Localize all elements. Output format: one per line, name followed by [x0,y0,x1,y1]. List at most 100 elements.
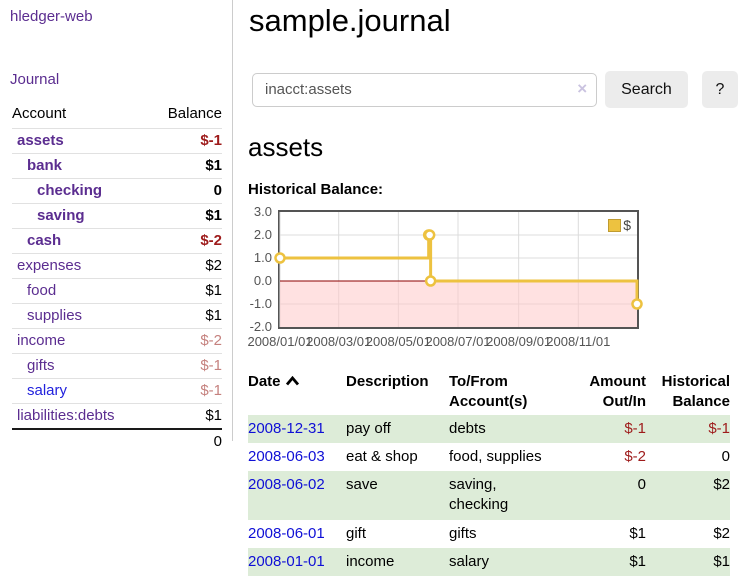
chart-x-axis: 2008/01/01 2008/03/01 2008/05/01 2008/07/01… [247,334,637,350]
account-row: bank $1 [12,153,222,179]
transaction-row: 2008-12-31 pay off debts $-1 $-1 [248,414,730,443]
chart-y-axis-label: 0.0 [253,273,272,288]
accounts-header-row: Account Balance [12,101,222,129]
sidebar-account-link[interactable]: bank [27,157,63,174]
search-button[interactable]: Search [605,71,688,108]
accounts-column-header: To/From Account(s) [449,373,528,411]
search-bar: × Search ? [248,71,738,108]
sidebar-account-link[interactable]: supplies [27,307,83,324]
transaction-accounts: debts [449,419,486,437]
transaction-description: eat & shop [346,447,418,465]
date-header-label: Date [248,373,281,390]
transaction-amount: 0 [637,476,646,493]
account-row: gifts $-1 [12,353,222,379]
sidebar-account-link[interactable]: income [17,332,66,349]
account-row: expenses $2 [12,253,222,279]
account-row: cash $-2 [12,228,222,254]
legend-label: $ [623,217,631,233]
search-input[interactable] [252,72,598,107]
transaction-amount: $1 [629,524,646,542]
sidebar: hledger-web Journal Account Balance asse… [0,0,233,454]
account-row: assets $-1 [12,128,222,154]
sort-ascending-icon[interactable] [285,372,300,392]
sidebar-account-link[interactable]: cash [27,232,62,249]
chart-y-axis-label: 2.0 [253,227,272,242]
transaction-row: 2008-06-01 gift gifts $1 $2 [248,520,730,548]
chart-plot-area: $ [274,210,643,329]
sidebar-account-balance: $-1 [149,353,222,379]
sidebar-account-link[interactable]: checking [37,182,103,199]
amount-column-header: Amount Out/In [589,373,646,411]
sidebar-account-balance: $1 [149,303,222,329]
transaction-amount: $1 [629,552,646,570]
transaction-amount: $-1 [624,419,646,437]
sidebar-account-link[interactable]: salary [27,382,68,399]
transaction-date-link[interactable]: 2008-06-02 [248,476,325,493]
account-row: checking 0 [12,178,222,204]
transaction-date-link[interactable]: 2008-06-03 [248,447,325,465]
transaction-date-link[interactable]: 2008-06-01 [248,524,325,542]
transaction-accounts: salary [449,552,490,570]
balance-column-header-register: Historical Balance [661,373,730,411]
chart-x-axis-label: 2008/01/01 [247,334,313,349]
register-header-row: Date Description To/From Account(s) Amou… [248,370,730,415]
total-balance: 0 [149,428,222,454]
chart-legend: $ [608,217,631,233]
chart-x-axis-label: 2008/07/01 [425,334,491,349]
sidebar-account-balance: $-1 [149,378,222,404]
sidebar-account-balance: $1 [149,403,222,429]
transaction-description: income [346,552,395,570]
sidebar-account-link[interactable]: liabilities:debts [17,407,115,424]
chart-title: Historical Balance: [248,181,384,198]
chart-x-axis-label: 2008/09/01 [486,334,552,349]
total-spacer [12,428,150,454]
help-button[interactable]: ? [701,71,738,108]
sidebar-item-journal[interactable]: Journal [10,71,60,88]
transaction-row: 2008-06-03 eat & shop food, supplies $-2 0 [248,443,730,471]
register-table: Date Description To/From Account(s) Amou… [248,370,730,576]
account-heading: assets [248,132,324,162]
transaction-description: pay off [346,419,391,437]
transaction-accounts: food, supplies [449,447,542,465]
sidebar-account-link[interactable]: food [27,282,57,299]
chart-y-axis: 3.0 2.0 1.0 0.0 -1.0 -2.0 [248,204,274,334]
chart-x-axis-label: 2008/03/01 [306,334,372,349]
app-title-link[interactable]: hledger-web [10,8,93,25]
page-title: sample.journal [249,3,451,38]
sidebar-account-balance: $-2 [149,328,222,354]
account-row: supplies $1 [12,303,222,329]
clear-search-icon[interactable]: × [577,78,588,98]
sidebar-account-balance: $-1 [149,128,222,154]
chart-x-axis-label: 2008/11/01 [546,334,611,349]
description-column-header: Description [346,373,429,390]
accounts-table: Account Balance assets $-1 bank $1 checking 0… [12,101,222,454]
transaction-row: 2008-01-01 income salary $1 $1 [248,547,730,576]
date-column-header: Date [248,370,346,415]
sidebar-account-balance: $2 [149,253,222,279]
sidebar-account-link[interactable]: gifts [27,357,55,374]
transaction-date-link[interactable]: 2008-01-01 [248,552,325,570]
chart-y-axis-label: -2.0 [249,319,272,334]
transaction-balance: 0 [721,447,730,465]
transaction-balance: $-1 [708,419,730,437]
sidebar-account-link[interactable]: saving [37,207,85,224]
accounts-total-row: 0 [12,428,222,454]
account-row: food $1 [12,278,222,304]
sidebar-account-balance: $-2 [149,228,222,254]
transaction-balance: $2 [713,524,730,542]
main-content: sample.journal × Search ? assets Histori… [247,0,738,576]
transaction-description: save [346,476,378,493]
sidebar-account-link[interactable]: assets [17,132,64,149]
chart-y-axis-label: 1.0 [253,250,272,265]
account-row: liabilities:debts $1 [12,403,222,429]
account-row: income $-2 [12,328,222,354]
transaction-date-link[interactable]: 2008-12-31 [248,419,325,437]
chart-canvas [274,212,643,327]
account-column-header: Account [12,105,67,122]
chart-y-axis-label: 3.0 [253,204,272,219]
transaction-description: gift [346,524,367,542]
chart-x-axis-label: 2008/05/01 [365,334,431,349]
transaction-accounts: saving, checking [449,476,509,514]
sidebar-account-link[interactable]: expenses [17,257,82,274]
sidebar-account-balance: $1 [149,278,222,304]
